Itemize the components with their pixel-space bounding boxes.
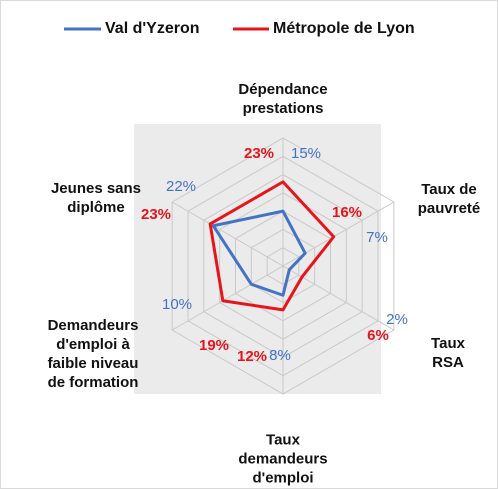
value-label: 16% — [332, 204, 362, 221]
series-line — [211, 209, 307, 297]
value-label: 15% — [291, 145, 321, 162]
value-label: 2% — [386, 311, 408, 328]
spoke — [171, 201, 284, 267]
category-label: Taux RSA — [431, 335, 465, 371]
value-label: 12% — [237, 348, 267, 365]
category-label: Taux de pauvreté — [417, 181, 481, 217]
category-label: Taux demandeurs d'emploi — [238, 431, 328, 487]
value-label: 19% — [199, 337, 229, 354]
value-label: 10% — [162, 296, 192, 313]
value-label: 6% — [367, 327, 389, 344]
value-label: 22% — [166, 178, 196, 195]
value-label: 7% — [366, 229, 388, 246]
series-line — [208, 180, 336, 312]
legend-label: Val d'Yzeron — [105, 20, 200, 37]
spoke — [171, 265, 284, 331]
legend-label: Métropole de Lyon — [273, 20, 415, 37]
value-label: 23% — [141, 206, 171, 223]
category-label: Jeunes sans diplôme — [50, 180, 142, 216]
category-label: Demandeurs d'emploi à faible niveau de f… — [47, 317, 139, 391]
category-label: Dépendance prestations — [238, 81, 328, 117]
plot-background — [134, 124, 381, 394]
value-label: 8% — [269, 347, 291, 364]
value-label: 23% — [244, 145, 274, 162]
